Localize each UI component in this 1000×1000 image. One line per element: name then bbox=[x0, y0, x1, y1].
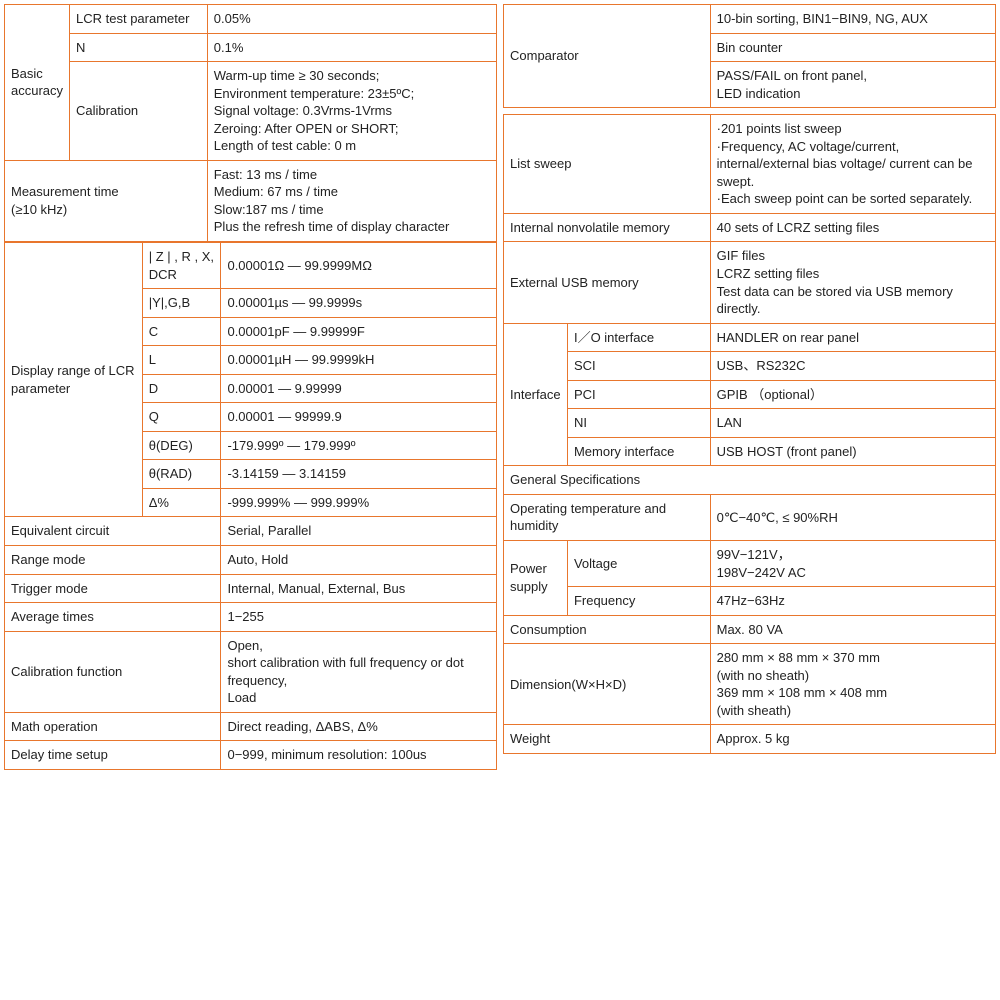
comparator-val-2: PASS/FAIL on front panel, LED indication bbox=[710, 62, 995, 108]
consumption-value: Max. 80 VA bbox=[710, 615, 995, 644]
right-main-table: List sweep ·201 points list sweep ·Frequ… bbox=[503, 114, 996, 754]
dr-param-1: |Y|,G,B bbox=[142, 289, 221, 318]
dr-val-4: 0.00001 — 9.99999 bbox=[221, 374, 497, 403]
external-usb-value: GIF files LCRZ setting files Test data c… bbox=[710, 242, 995, 323]
right-column: Comparator 10-bin sorting, BIN1−BIN9, NG… bbox=[503, 4, 996, 996]
weight-value: Approx. 5 kg bbox=[710, 725, 995, 754]
lcr-test-param-value: 0.05% bbox=[207, 5, 496, 34]
if-val-1: USB、RS232C bbox=[710, 352, 995, 381]
math-op-label: Math operation bbox=[5, 712, 221, 741]
basic-accuracy-label: Basic accuracy bbox=[5, 5, 70, 161]
if-val-4: USB HOST (front panel) bbox=[710, 437, 995, 466]
dr-param-6: θ(DEG) bbox=[142, 431, 221, 460]
if-val-0: HANDLER on rear panel bbox=[710, 323, 995, 352]
cal-func-value: Open, short calibration with full freque… bbox=[221, 631, 497, 712]
dr-val-7: -3.14159 — 3.14159 bbox=[221, 460, 497, 489]
list-sweep-label: List sweep bbox=[504, 115, 711, 214]
eq-circuit-label: Equivalent circuit bbox=[5, 517, 221, 546]
cal-func-label: Calibration function bbox=[5, 631, 221, 712]
n-value: 0.1% bbox=[207, 33, 496, 62]
dr-param-2: C bbox=[142, 317, 221, 346]
if-val-3: LAN bbox=[710, 409, 995, 438]
if-param-4: Memory interface bbox=[567, 437, 710, 466]
left-table-2: Display range of LCR parameter | Z | , R… bbox=[4, 242, 497, 770]
dr-val-1: 0.00001µs — 99.9999s bbox=[221, 289, 497, 318]
comparator-table: Comparator 10-bin sorting, BIN1−BIN9, NG… bbox=[503, 4, 996, 108]
calibration-value: Warm-up time ≥ 30 seconds; Environment t… bbox=[207, 62, 496, 161]
math-op-value: Direct reading, ΔABS, Δ% bbox=[221, 712, 497, 741]
if-val-2: GPIB （optional） bbox=[710, 380, 995, 409]
dr-val-6: -179.999º — 179.999º bbox=[221, 431, 497, 460]
op-temp-value: 0℃−40℃, ≤ 90%RH bbox=[710, 494, 995, 540]
avg-times-label: Average times bbox=[5, 603, 221, 632]
general-spec-label: General Specifications bbox=[504, 466, 996, 495]
external-usb-label: External USB memory bbox=[504, 242, 711, 323]
left-table: Basic accuracy LCR test parameter 0.05% … bbox=[4, 4, 497, 242]
range-mode-label: Range mode bbox=[5, 546, 221, 575]
weight-label: Weight bbox=[504, 725, 711, 754]
internal-mem-value: 40 sets of LCRZ setting files bbox=[710, 213, 995, 242]
power-val-1: 47Hz−63Hz bbox=[710, 587, 995, 616]
list-sweep-value: ·201 points list sweep ·Frequency, AC vo… bbox=[710, 115, 995, 214]
power-val-0: 99V−121V， 198V−242V AC bbox=[710, 541, 995, 587]
if-param-0: I／O interface bbox=[567, 323, 710, 352]
left-column: Basic accuracy LCR test parameter 0.05% … bbox=[4, 4, 497, 996]
if-param-1: SCI bbox=[567, 352, 710, 381]
if-param-2: PCI bbox=[567, 380, 710, 409]
dr-val-2: 0.00001pF — 9.99999F bbox=[221, 317, 497, 346]
delay-value: 0−999, minimum resolution: 100us bbox=[221, 741, 497, 770]
dr-param-8: Δ% bbox=[142, 488, 221, 517]
calibration-label: Calibration bbox=[70, 62, 208, 161]
consumption-label: Consumption bbox=[504, 615, 711, 644]
comparator-val-0: 10-bin sorting, BIN1−BIN9, NG, AUX bbox=[710, 5, 995, 34]
dr-param-5: Q bbox=[142, 403, 221, 432]
measurement-time-label: Measurement time (≥10 kHz) bbox=[5, 160, 208, 241]
dr-param-4: D bbox=[142, 374, 221, 403]
dr-val-3: 0.00001µH — 99.9999kH bbox=[221, 346, 497, 375]
power-label: Power supply bbox=[504, 541, 568, 616]
power-param-1: Frequency bbox=[567, 587, 710, 616]
dr-param-7: θ(RAD) bbox=[142, 460, 221, 489]
dr-param-3: L bbox=[142, 346, 221, 375]
trigger-mode-label: Trigger mode bbox=[5, 574, 221, 603]
dr-val-0: 0.00001Ω — 99.9999MΩ bbox=[221, 243, 497, 289]
measurement-time-value: Fast: 13 ms / time Medium: 67 ms / time … bbox=[207, 160, 496, 241]
trigger-mode-value: Internal, Manual, External, Bus bbox=[221, 574, 497, 603]
op-temp-label: Operating temperature and humidity bbox=[504, 494, 711, 540]
dr-val-8: -999.999% — 999.999% bbox=[221, 488, 497, 517]
comparator-label: Comparator bbox=[504, 5, 711, 108]
n-label: N bbox=[70, 33, 208, 62]
display-range-label: Display range of LCR parameter bbox=[5, 243, 143, 517]
avg-times-value: 1−255 bbox=[221, 603, 497, 632]
dimension-value: 280 mm × 88 mm × 370 mm (with no sheath)… bbox=[710, 644, 995, 725]
dimension-label: Dimension(W×H×D) bbox=[504, 644, 711, 725]
dr-val-5: 0.00001 — 99999.9 bbox=[221, 403, 497, 432]
comparator-val-1: Bin counter bbox=[710, 33, 995, 62]
internal-mem-label: Internal nonvolatile memory bbox=[504, 213, 711, 242]
power-param-0: Voltage bbox=[567, 541, 710, 587]
range-mode-value: Auto, Hold bbox=[221, 546, 497, 575]
if-param-3: NI bbox=[567, 409, 710, 438]
lcr-test-param-label: LCR test parameter bbox=[70, 5, 208, 34]
eq-circuit-value: Serial, Parallel bbox=[221, 517, 497, 546]
dr-param-0: | Z | , R , X, DCR bbox=[142, 243, 221, 289]
delay-label: Delay time setup bbox=[5, 741, 221, 770]
interface-label: Interface bbox=[504, 323, 568, 466]
